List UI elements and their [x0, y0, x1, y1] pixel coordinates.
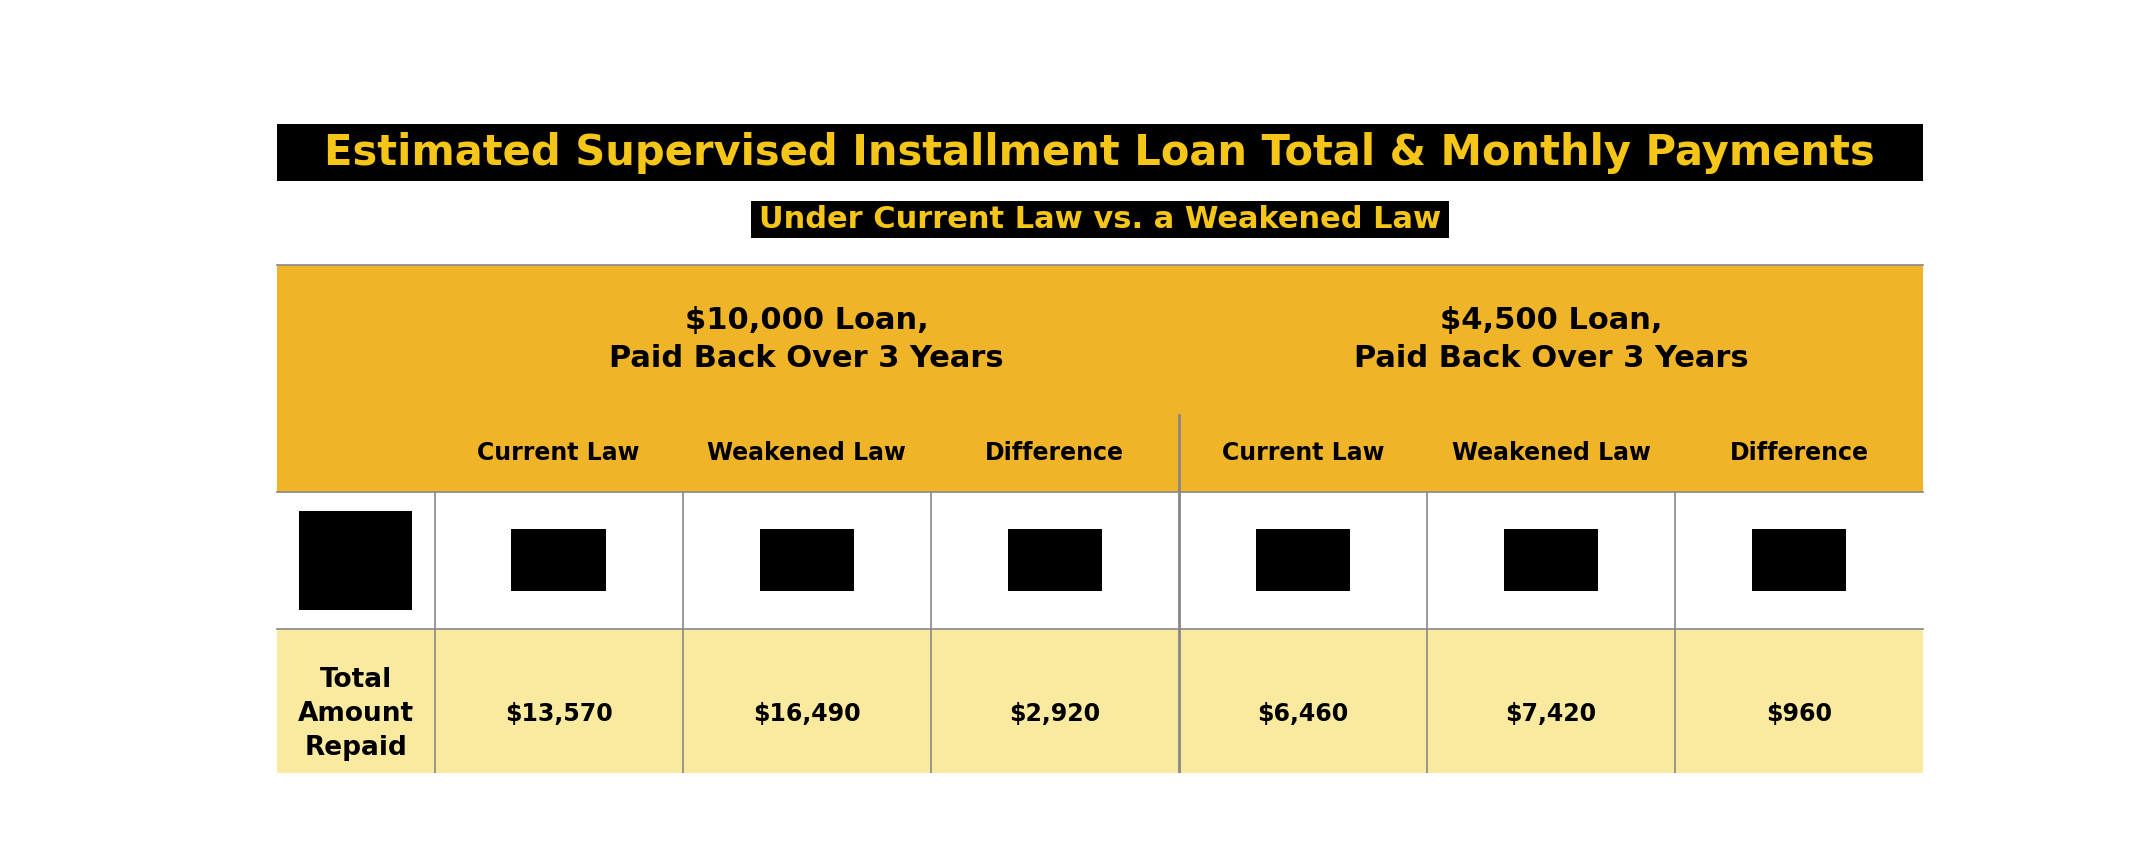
Text: $458: $458 — [777, 550, 837, 570]
Text: $180: $180 — [1273, 550, 1335, 570]
Bar — [1009, 529, 1101, 591]
Text: $16,490: $16,490 — [753, 702, 861, 726]
Text: Weakened Law: Weakened Law — [708, 442, 906, 465]
Bar — [511, 529, 605, 591]
Text: Estimated Supervised Installment Loan Total & Monthly Payments: Estimated Supervised Installment Loan To… — [324, 132, 1876, 174]
Text: $377: $377 — [528, 550, 590, 570]
Bar — [1255, 529, 1350, 591]
Text: $2,920: $2,920 — [1009, 702, 1101, 726]
Text: $6,460: $6,460 — [1258, 702, 1348, 726]
Bar — [277, 265, 1923, 415]
Bar — [277, 124, 1923, 181]
Text: Difference: Difference — [1730, 442, 1869, 465]
Bar — [1751, 529, 1846, 591]
Text: Weakened Law: Weakened Law — [1451, 442, 1650, 465]
Bar — [277, 415, 1923, 492]
Text: $7,420: $7,420 — [1504, 702, 1597, 726]
Text: Total
Amount
Repaid: Total Amount Repaid — [298, 667, 414, 761]
Text: Difference: Difference — [985, 442, 1125, 465]
Text: $10,000 Loan,
Paid Back Over 3 Years: $10,000 Loan, Paid Back Over 3 Years — [609, 306, 1004, 373]
Bar — [760, 529, 854, 591]
Text: $13,570: $13,570 — [504, 702, 612, 726]
Text: $206: $206 — [1519, 550, 1582, 570]
Bar — [751, 201, 1449, 238]
Bar — [1504, 529, 1599, 591]
Bar — [277, 492, 1923, 628]
Text: Under Current Law vs. a Weakened Law: Under Current Law vs. a Weakened Law — [760, 205, 1440, 234]
Text: Current Law: Current Law — [476, 442, 640, 465]
Bar — [277, 628, 1923, 799]
Bar — [298, 511, 412, 609]
Text: $4,500 Loan,
Paid Back Over 3 Years: $4,500 Loan, Paid Back Over 3 Years — [1354, 306, 1749, 373]
Text: Current Law: Current Law — [1221, 442, 1384, 465]
Text: $960: $960 — [1766, 702, 1833, 726]
Text: $27: $27 — [1777, 550, 1822, 570]
Text: $81: $81 — [1032, 550, 1077, 570]
